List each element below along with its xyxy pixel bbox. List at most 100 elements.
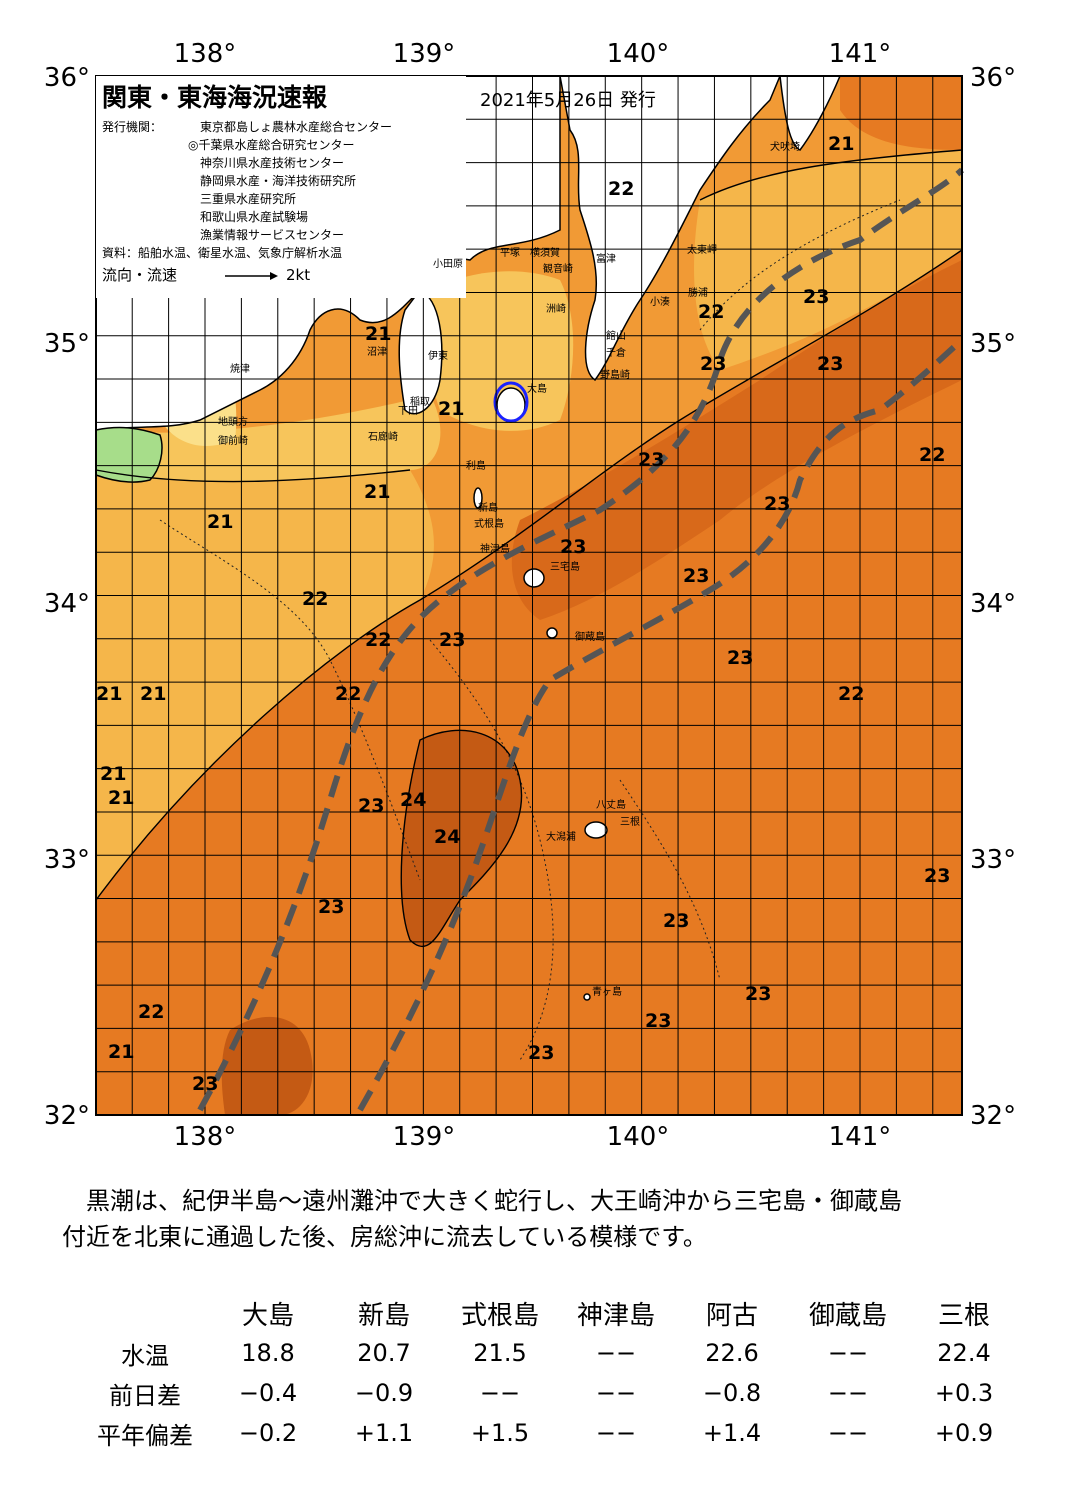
lat-label: 34° — [970, 589, 1016, 619]
issuer: 和歌山県水産試験場 — [200, 209, 308, 224]
island-mikura — [546, 627, 558, 639]
table-cell: 18.8 — [241, 1339, 295, 1367]
temp-label: 22 — [608, 178, 634, 200]
zone-ne — [840, 76, 962, 150]
temp-label: 21 — [96, 683, 122, 705]
temp-label: 21 — [207, 511, 233, 533]
summary-line: 付近を北東に通過した後、房総沖に流去している模様です。 — [62, 1223, 707, 1251]
land-boso — [559, 75, 782, 382]
place-name: 下田 — [398, 406, 418, 417]
place-name: 太東岬 — [687, 243, 717, 256]
temp-label: 23 — [924, 865, 950, 887]
zone-22-west — [96, 470, 434, 900]
column-header: 神津島 — [576, 1300, 655, 1331]
temp-label: 21 — [828, 133, 854, 155]
arrow-head-icon — [270, 272, 278, 280]
table-cell: −− — [479, 1379, 521, 1407]
zone-21-coast — [96, 395, 441, 482]
row-label: 平年偏差 — [97, 1421, 193, 1450]
zone-24-south — [221, 1016, 313, 1115]
depth-contours — [159, 199, 901, 1061]
temp-label: 23 — [727, 647, 753, 669]
issuer: ◎千葉県水産総合研究センター — [188, 137, 354, 152]
row-label: 水温 — [121, 1341, 169, 1370]
map-title: 関東・東海海況速報 — [102, 83, 328, 112]
kuroshio-summary: 黒潮は、紀伊半島～遠州灘沖で大きく蛇行し、大王崎沖から三宅島・御蔵島 付近を北東… — [62, 1183, 1022, 1255]
lat-label: 32° — [44, 1101, 90, 1131]
temp-label: 22 — [335, 683, 361, 705]
lat-label: 33° — [970, 845, 1016, 875]
table-row: 水温 18.8 20.7 21.5 −− 22.6 −− 22.4 — [80, 1333, 1022, 1373]
lon-label: 139° — [393, 1122, 456, 1152]
temp-label: 24 — [400, 789, 426, 811]
column-header: 阿古 — [705, 1300, 758, 1331]
temp-label: 22 — [838, 683, 864, 705]
lat-lon-grid — [96, 75, 962, 1116]
temp-label: 21 — [364, 481, 390, 503]
table-cell: −− — [827, 1419, 869, 1447]
lat-label: 35° — [970, 329, 1016, 359]
temp-label: 23 — [638, 449, 664, 471]
temp-label: 21 — [108, 1041, 134, 1063]
kuroshio-axis — [197, 167, 965, 1112]
oshima-observation-ring — [493, 381, 529, 423]
table-cell: −− — [595, 1379, 637, 1407]
sea-temperature-map: 138° 139° 140° 141° 138° 139° 140° 141° … — [44, 39, 1016, 1152]
table-cell: 20.7 — [357, 1339, 411, 1367]
lat-labels-left: 36° 35° 34° 33° 32° — [44, 63, 90, 1131]
place-name: 新島 — [478, 501, 498, 514]
island-aogashima — [583, 993, 591, 1001]
table-cell: −− — [595, 1339, 637, 1367]
current-legend-label: 流向・流速 — [102, 266, 177, 284]
temp-label: 23 — [764, 493, 790, 515]
lon-label: 141° — [829, 39, 892, 69]
place-name: 大島 — [527, 382, 547, 395]
place-name: 御前崎 — [218, 434, 248, 447]
table-cell: +0.9 — [934, 1419, 994, 1447]
place-name: 焼津 — [230, 363, 250, 375]
lon-label: 138° — [174, 1122, 237, 1152]
temp-label: 23 — [645, 1010, 671, 1032]
place-name: 沼津 — [367, 345, 387, 358]
temp-label: 21 — [438, 398, 464, 420]
data-sources: 資料：船舶水温、衛星水温、気象庁解析水温 — [102, 245, 342, 260]
lat-label: 33° — [44, 845, 90, 875]
lon-labels-bottom: 138° 139° 140° 141° — [174, 1122, 892, 1152]
place-name: 三根 — [620, 815, 640, 828]
place-name: 勝浦 — [688, 286, 708, 299]
place-name: 小田原 — [433, 258, 463, 270]
lat-label: 32° — [970, 1101, 1016, 1131]
place-name: 式根島 — [474, 517, 504, 530]
temp-label: 21 — [140, 683, 166, 705]
land-izu — [398, 289, 443, 415]
island-miyake — [523, 568, 545, 588]
table-row: 平年偏差 −0.2 +1.1 +1.5 −− +1.4 −− +0.9 — [80, 1413, 1022, 1453]
current-legend-value: 2kt — [286, 266, 310, 284]
place-name: 伊東 — [428, 349, 448, 362]
land-green — [95, 426, 163, 483]
island-niijima — [473, 487, 483, 509]
lat-label: 35° — [44, 329, 90, 359]
place-name: 小湊 — [650, 295, 670, 308]
island-stats-table: 大島 新島 式根島 神津島 阿古 御蔵島 三根 水温 18.8 20.7 21.… — [80, 1293, 1022, 1453]
temp-label: 22 — [698, 301, 724, 323]
temp-label: 21 — [365, 323, 391, 345]
column-header: 新島 — [357, 1300, 410, 1331]
temp-label: 23 — [663, 910, 689, 932]
issue-date: 2021年5月26日 発行 — [480, 90, 656, 111]
issuer: 静岡県水産・海洋技術研究所 — [200, 173, 356, 188]
issuer: 漁業情報サービスセンター — [200, 228, 344, 242]
column-header: 大島 — [241, 1300, 294, 1331]
place-name: 大潟浦 — [546, 830, 576, 843]
temp-label: 23 — [803, 286, 829, 308]
temp-label: 23 — [745, 983, 771, 1005]
place-name: 八丈島 — [596, 798, 626, 811]
table-cell: 22.6 — [705, 1339, 759, 1367]
map-canvas: 138° 139° 140° 141° 138° 139° 140° 141° … — [44, 39, 1016, 1152]
table-cell: +1.4 — [702, 1419, 762, 1447]
place-name: 利島 — [466, 459, 486, 472]
place-name: 地頭方 — [218, 415, 248, 428]
place-name: 神津島 — [480, 542, 510, 555]
temp-label: 23 — [192, 1073, 218, 1095]
zone-23-axis-band — [511, 260, 962, 620]
